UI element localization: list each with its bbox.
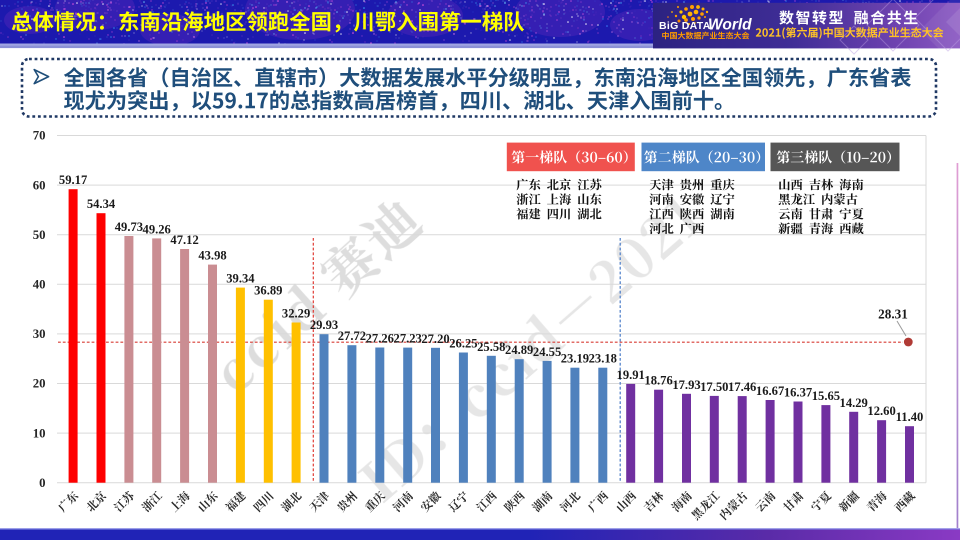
svg-text:29.93: 29.93 [310,318,338,332]
svg-text:40: 40 [33,278,46,292]
svg-text:23.18: 23.18 [589,352,617,366]
svg-text:47.12: 47.12 [170,233,198,247]
svg-text:11.40: 11.40 [896,410,924,424]
svg-text:25.58: 25.58 [477,340,505,354]
svg-text:28.31: 28.31 [878,307,908,322]
svg-text:14.29: 14.29 [840,396,868,410]
svg-text:17.93: 17.93 [672,378,700,392]
svg-text:50: 50 [33,228,46,242]
svg-text:27.26: 27.26 [366,332,394,346]
svg-text:24.55: 24.55 [533,345,561,359]
svg-text:24.89: 24.89 [505,343,533,357]
svg-text:49.26: 49.26 [143,222,171,236]
svg-text:54.34: 54.34 [87,197,116,211]
svg-text:17.50: 17.50 [700,380,728,394]
svg-text:32.29: 32.29 [282,307,310,321]
svg-text:43.98: 43.98 [198,249,226,263]
svg-text:70: 70 [33,129,46,143]
svg-text:16.37: 16.37 [784,386,812,400]
svg-text:10: 10 [33,426,46,440]
svg-text:19.91: 19.91 [617,368,645,382]
svg-text:39.34: 39.34 [226,272,255,286]
svg-text:30: 30 [33,327,46,341]
svg-text:60: 60 [33,178,46,192]
svg-text:BiG DATA: BiG DATA [659,20,711,32]
svg-text:26.25: 26.25 [449,337,477,351]
svg-text:27.23: 27.23 [394,332,422,346]
svg-text:18.76: 18.76 [644,374,672,388]
svg-text:15.65: 15.65 [812,389,840,403]
svg-text:12.60: 12.60 [867,404,895,418]
svg-text:23.19: 23.19 [561,352,589,366]
svg-text:36.89: 36.89 [254,284,282,298]
svg-text:World: World [708,17,752,34]
svg-text:27.72: 27.72 [338,329,366,343]
svg-text:16.67: 16.67 [756,384,784,398]
svg-text:17.46: 17.46 [728,380,756,394]
svg-text:20: 20 [33,377,46,391]
svg-text:27.20: 27.20 [421,332,449,346]
svg-text:59.17: 59.17 [59,173,87,187]
svg-text:0: 0 [39,476,45,490]
svg-text:49.73: 49.73 [115,220,143,234]
